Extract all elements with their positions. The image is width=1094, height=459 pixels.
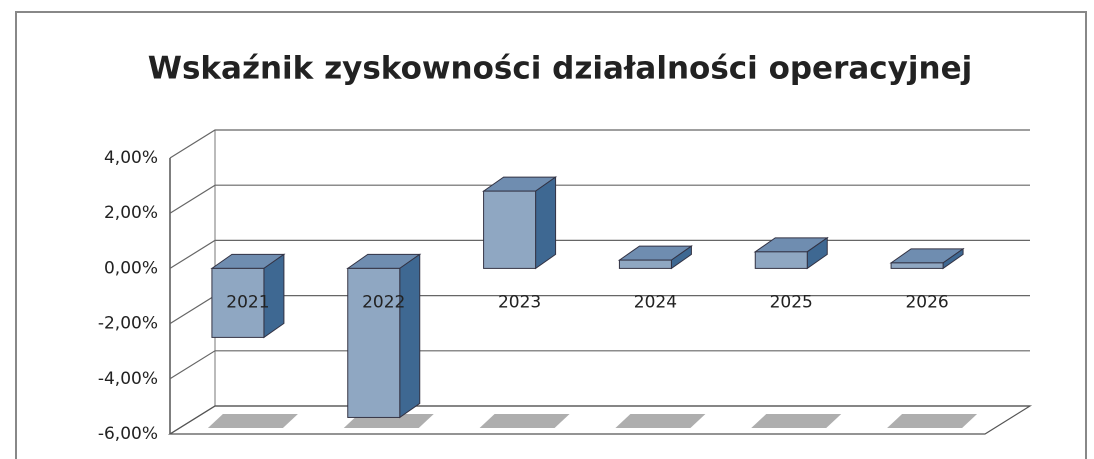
floor-shadow <box>207 414 298 428</box>
x-tick-label: 2025 <box>770 292 813 312</box>
y-tick-label: 4,00% <box>104 148 158 168</box>
grid-line <box>169 239 1030 269</box>
x-tick-label: 2021 <box>226 292 269 312</box>
floor <box>167 405 1033 435</box>
bar <box>347 267 401 418</box>
bar-side <box>399 253 421 419</box>
bar <box>211 267 265 338</box>
y-tick-label: -6,00% <box>98 424 158 444</box>
x-tick-label: 2026 <box>905 292 948 312</box>
bar <box>754 251 808 269</box>
y-tick-label: -2,00% <box>98 314 158 334</box>
grid-line <box>169 184 1030 214</box>
bar <box>890 262 944 269</box>
floor-shadow <box>887 414 978 428</box>
floor-shadow <box>479 414 570 428</box>
y-tick-label: 2,00% <box>104 203 158 223</box>
grid-line <box>169 129 1030 159</box>
bar <box>483 190 537 269</box>
x-tick-label: 2023 <box>498 292 541 312</box>
floor-shadow <box>615 414 706 428</box>
bar-side <box>535 176 557 270</box>
chart-title: Wskaźnik zyskowności działalności operac… <box>148 51 972 87</box>
chart-frame <box>15 11 1087 459</box>
bar <box>618 259 672 269</box>
grid-line <box>169 295 1030 325</box>
y-tick-label: 0,00% <box>104 258 158 278</box>
floor-shadow <box>751 414 842 428</box>
x-tick-label: 2022 <box>362 292 405 312</box>
x-tick-label: 2024 <box>634 292 677 312</box>
grid-line <box>169 350 1030 380</box>
y-tick-label: -4,00% <box>98 369 158 389</box>
